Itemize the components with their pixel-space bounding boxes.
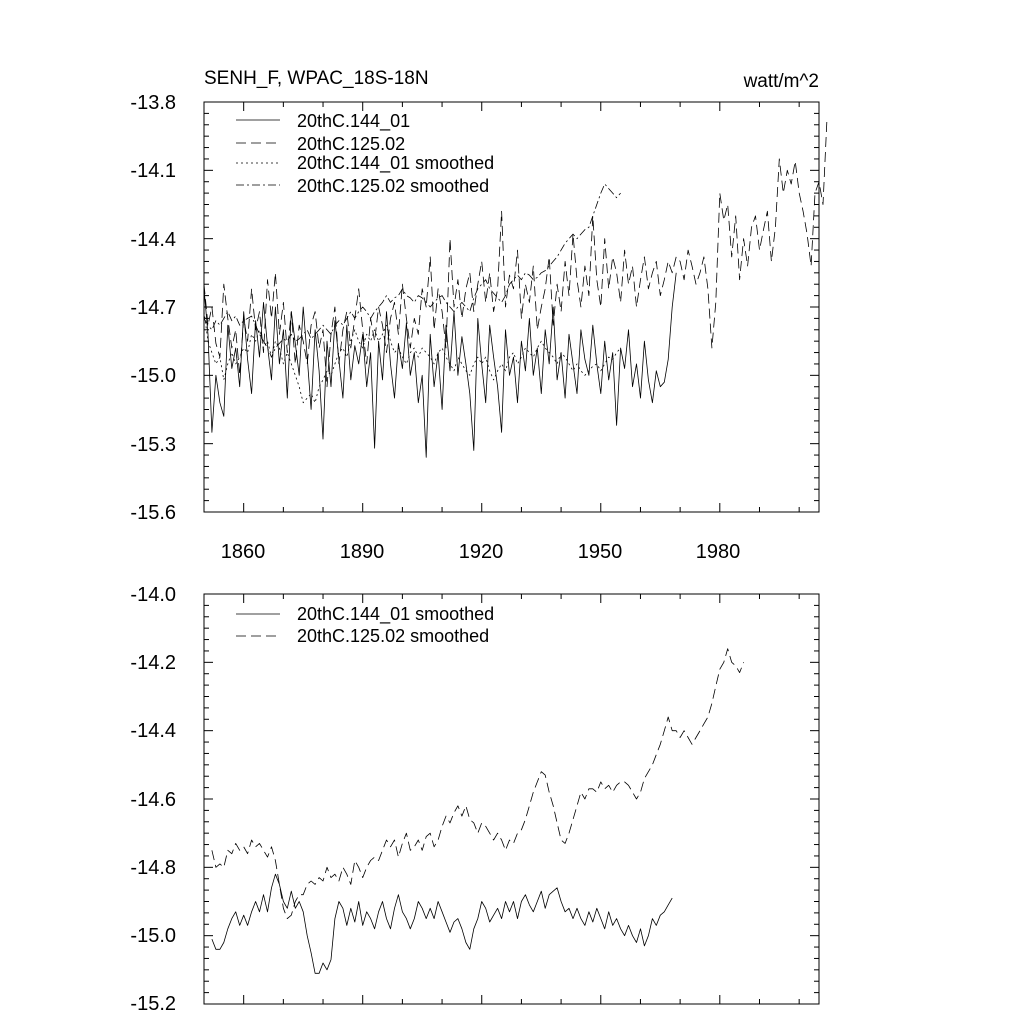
- top-series-group: [203, 120, 828, 458]
- top-ytick-label: -15.6: [130, 502, 176, 524]
- legend-label: 20thC.125.02 smoothed: [297, 176, 489, 196]
- top-series-20thc-144-01-smoothed: [203, 311, 621, 404]
- top-ytick-label: -14.4: [130, 229, 176, 251]
- bottom-ytick-label: -14.8: [130, 857, 176, 879]
- top-xtick-label: 1860: [221, 541, 266, 563]
- legend-label: 20thC.125.02 smoothed: [297, 626, 489, 646]
- bottom-plot-frame: [203, 593, 820, 1005]
- bottom-legend: 20thC.144_01 smoothed 20thC.125.02 smoot…: [236, 604, 494, 646]
- top-series-20thc-125-02-smoothed: [203, 183, 621, 358]
- top-ytick-label: -13.8: [130, 92, 176, 114]
- legend-label: 20thC.144_01 smoothed: [297, 604, 494, 625]
- top-series-20thc-125-02: [203, 120, 828, 388]
- top-ytick-label: -15.3: [130, 434, 176, 456]
- legend-label: 20thC.125.02: [297, 134, 405, 154]
- top-legend: 20thC.144_01 20thC.125.02 20thC.144_01 s…: [236, 111, 494, 196]
- bottom-ytick-label: -14.0: [130, 584, 176, 606]
- legend-label: 20thC.144_01 smoothed: [297, 153, 494, 174]
- top-xtick-label: 1920: [459, 541, 504, 563]
- units-label: watt/m^2: [743, 71, 819, 92]
- bottom-ytick-label: -14.4: [130, 720, 176, 742]
- bottom-axis-ticks: [203, 593, 819, 1005]
- bottom-ytick-label: -15.2: [130, 993, 176, 1015]
- top-ytick-label: -14.1: [130, 160, 176, 182]
- bottom-series-group: [211, 648, 744, 974]
- legend-label: 20thC.144_01: [297, 111, 410, 132]
- top-xtick-label: 1950: [578, 541, 623, 563]
- chart-title: SENH_F, WPAC_18S-18N: [204, 68, 429, 89]
- top-xtick-label: 1980: [696, 541, 741, 563]
- bottom-ytick-label: -15.0: [130, 925, 176, 947]
- top-ytick-label: -14.7: [130, 297, 176, 319]
- bottom-series-20thc-125-02-smoothed: [211, 648, 744, 919]
- bottom-series-20thc-144-01-smoothed: [211, 873, 673, 974]
- top-axis-ticks: [203, 101, 819, 513]
- top-xtick-label: 1890: [340, 541, 385, 563]
- top-series-20thc-144-01: [203, 272, 677, 458]
- bottom-ytick-label: -14.2: [130, 652, 176, 674]
- top-ytick-label: -15.0: [130, 365, 176, 387]
- bottom-ytick-label: -14.6: [130, 789, 176, 811]
